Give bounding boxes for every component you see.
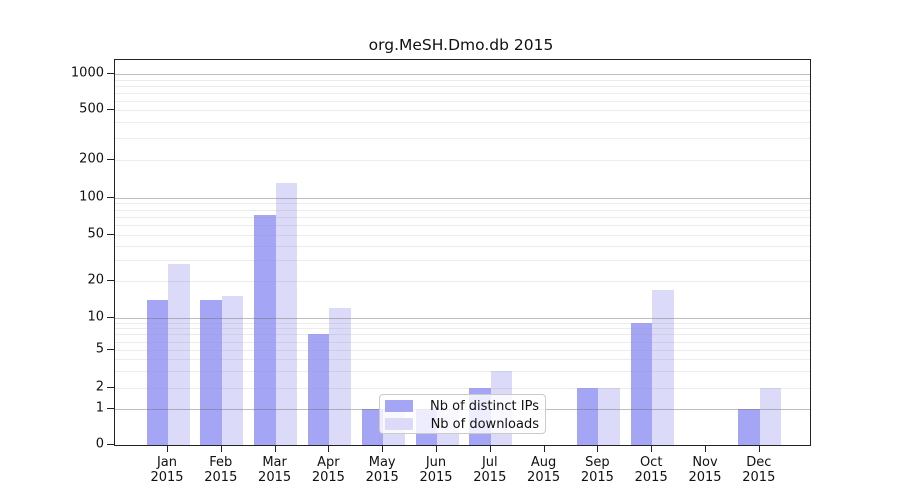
x-tick-label-nov: Nov 2015 [688,455,722,485]
x-tick-mark [220,445,222,453]
gridline-minor-80 [114,209,811,211]
bar-feb-distinct-ips [200,299,222,446]
bar-oct-downloads [652,289,674,446]
x-tick-mark [436,445,437,453]
bar-mar-downloads [275,183,298,446]
gridline-minor-60 [114,224,811,226]
gridline-minor-40 [114,245,811,247]
gridline-minor-8 [114,328,811,330]
gridline-minor-500 [114,110,811,112]
y-tick-label: 1000 [70,65,104,81]
bar-jan-distinct-ips [146,299,168,446]
gridline-minor-70 [114,216,811,218]
y-tick-label: 100 [79,189,104,205]
bar-sep-distinct-ips [576,387,599,446]
legend: Nb of distinct IPs Nb of downloads [379,393,546,435]
legend-row: Nb of downloads [385,416,539,433]
legend-label-downloads: Nb of downloads [430,416,539,432]
y-tick-mark [106,349,114,351]
gridline-major-10 [114,317,811,319]
gridline-minor-90 [114,203,811,205]
y-tick-mark [106,159,114,161]
x-tick-mark [328,445,330,453]
gridline-minor-400 [114,122,811,124]
gridline-minor-900 [114,79,811,81]
gridline-minor-200 [114,160,811,162]
y-tick-mark [106,233,114,235]
y-tick-label: 500 [79,101,104,117]
x-tick-mark [705,445,706,453]
plot-area: Nb of distinct IPs Nb of downloads [113,59,812,447]
y-tick-mark [106,316,114,318]
x-tick-label-jan: Jan 2015 [150,455,184,485]
x-tick-mark [543,445,545,453]
x-tick-mark [651,445,653,453]
y-tick-label: 1 [95,400,104,416]
y-tick-mark [106,73,114,75]
y-tick-label: 200 [79,151,104,167]
bar-dec-distinct-ips [738,408,760,446]
y-tick-mark [106,196,114,198]
gridline-minor-700 [114,92,811,94]
x-tick-label-jul: Jul 2015 [473,455,507,485]
x-tick-label-apr: Apr 2015 [311,455,345,485]
x-tick-label-may: May 2015 [365,455,399,485]
x-tick-label-sep: Sep 2015 [580,455,614,485]
bar-feb-downloads [221,296,244,446]
chart-title: org.MeSH.Dmo.db 2015 [368,36,554,54]
bar-oct-distinct-ips [630,322,653,446]
gridline-minor-600 [114,100,811,102]
gridline-minor-2 [114,387,811,389]
gridline-minor-300 [114,138,811,140]
legend-row: Nb of distinct IPs [385,398,539,415]
bar-mar-distinct-ips [254,215,276,446]
y-tick-mark [106,280,114,281]
x-tick-label-mar: Mar 2015 [258,455,292,485]
x-tick-mark [758,445,760,453]
gridline-minor-50 [114,234,811,236]
y-tick-mark [106,444,114,446]
y-tick-label: 10 [87,309,104,325]
x-tick-label-jun: Jun 2015 [419,455,453,485]
gridline-minor-4 [114,359,811,361]
bar-apr-downloads [329,308,351,446]
bar-dec-downloads [759,387,782,446]
legend-swatch-distinct-ips [385,400,414,413]
gridline-minor-7 [114,334,811,336]
gridline-minor-30 [114,260,811,262]
gridline-minor-800 [114,85,811,87]
bar-may-distinct-ips [361,408,384,446]
gridline-minor-6 [114,341,811,343]
gridline-minor-3 [114,371,811,373]
y-tick-label: 5 [95,341,104,357]
y-tick-mark [106,386,114,388]
x-tick-mark [597,445,599,453]
gridline-minor-9 [114,322,811,324]
y-tick-mark [106,109,114,111]
y-tick-mark [106,407,114,409]
bar-jan-downloads [168,263,190,446]
x-tick-label-feb: Feb 2015 [204,455,238,485]
legend-label-distinct-ips: Nb of distinct IPs [430,398,539,414]
x-tick-label-aug: Aug 2015 [527,455,561,485]
y-tick-label: 50 [87,226,104,242]
y-tick-label: 20 [87,272,104,288]
legend-swatch-downloads [385,418,414,431]
x-tick-mark [274,445,276,453]
x-tick-label-oct: Oct 2015 [634,455,668,485]
gridline-major-100 [114,197,811,199]
y-tick-label: 2 [95,379,104,395]
y-tick-label: 0 [95,436,104,452]
x-tick-mark [167,445,168,453]
x-tick-mark [382,445,384,453]
gridline-minor-5 [114,350,811,352]
bar-apr-distinct-ips [307,334,330,446]
x-tick-mark [489,445,491,453]
x-tick-label-dec: Dec 2015 [742,455,776,485]
gridline-major-1000 [114,74,811,76]
bar-sep-downloads [598,387,620,446]
gridline-minor-20 [114,280,811,282]
